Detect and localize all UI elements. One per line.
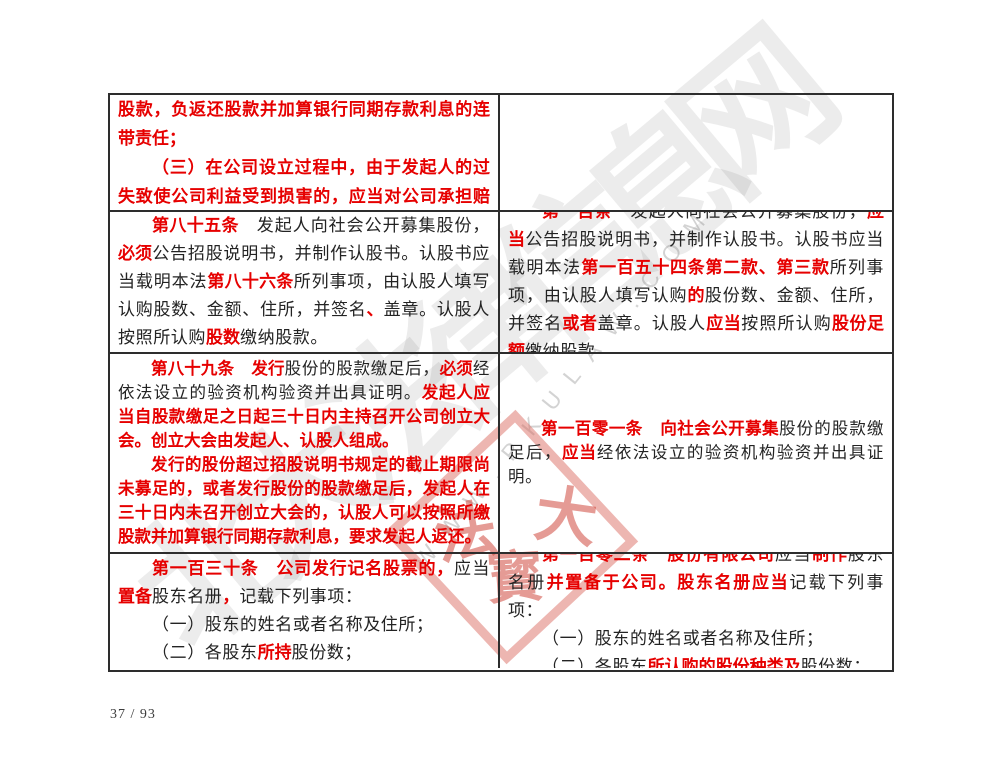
red-emphasis-text: 、 — [366, 300, 384, 319]
paragraph: 发行的股份超过招股说明书规定的截止期限尚未募足的，或者发行股份的股款缴足后，发起… — [118, 453, 490, 549]
cell-new-law-row1 — [500, 95, 892, 212]
body-text: 应当 — [454, 559, 490, 578]
red-emphasis-text: 第八十五条 — [152, 216, 239, 235]
red-emphasis-text: 第一百五十四条第二款、第三款 — [581, 258, 830, 277]
paragraph: 第八十五条 发起人向社会公开募集股份， 必须公告招股说明书，并制作认股书。认股书应… — [118, 212, 490, 352]
paragraph: 第一百三十条 公司发行记名股票的，应当置备股东名册，记载下列事项： — [118, 555, 490, 611]
red-emphasis-text: 第一百三十条 公司发行记名股票的， — [152, 559, 455, 578]
red-emphasis-text: 向社会公开募集 — [660, 420, 780, 438]
body-text: 股份的股款缴足后， — [508, 419, 885, 462]
red-emphasis-text: 第一百零一条 — [541, 420, 643, 438]
red-emphasis-text: 所认购的股份种类及 — [647, 657, 801, 668]
body-text: 股份数、金额、住所，并签名 — [508, 286, 885, 333]
red-emphasis-text: 股份足额 — [508, 314, 885, 354]
cell-new-law-row2: 第一百条 发起人向社会公开募集股份，应当公告招股说明书，并制作认股书。认股书应当… — [500, 212, 892, 354]
law-comparison-table: （二）公司不能成立时，对认股人已缴纳的股款，负返还股款并加算银行同期存款利息的连… — [108, 93, 894, 672]
red-emphasis-text: 发行 — [251, 360, 285, 378]
red-emphasis-text: 第八十九条 — [151, 360, 235, 378]
red-emphasis-text: 第八十六条 — [207, 272, 294, 291]
paragraph: 第八十九条 发行股份的股款缴足后，必须经依法设立的验资机构验资并出具证明。发起人… — [118, 357, 490, 453]
red-emphasis-text: 并置备于公司。股东名册应当 — [546, 573, 790, 592]
body-text: （一）股东的姓名或者名称及住所； — [542, 629, 824, 648]
body-text: 缴纳股款。 — [525, 342, 613, 354]
paragraph: 第一百条 发起人向社会公开募集股份，应当公告招股说明书，并制作认股书。认股书应当… — [508, 212, 885, 354]
body-text: 盖章。认股人按照所认购 — [118, 300, 491, 347]
red-emphasis-text: 置备 — [118, 587, 152, 606]
paragraph: （三）在公司设立过程中，由于发起人的过失致使公司利益受到损害的，应当对公司承担赔… — [118, 153, 490, 211]
paragraph: （二）公司不能成立时，对认股人已缴纳的股款，负返还股款并加算银行同期存款利息的连… — [118, 95, 490, 153]
red-emphasis-text: 发行的股份超过招股说明书规定的截止期限尚未募足的，或者发行股份的股款缴足后，发起… — [118, 456, 490, 546]
body-text: 公告招股说明书，并制作认股书。认股书应当载明本法 — [508, 230, 885, 277]
body-text — [234, 359, 251, 378]
body-text: 所列事项，由认股人填写认购 — [508, 258, 884, 305]
body-text: （二）各股东 — [152, 643, 258, 662]
red-emphasis-text: （二）公司不能成立时，对认股人已缴纳的股款，负返还股款并加算银行同期存款利息的连… — [118, 99, 490, 148]
paragraph: 第一百零二条 股份有限公司应当制作股东名册并置备于公司。股东名册应当记载下列事项… — [508, 554, 884, 625]
body-text: 发起人向社会公开募集股份， — [612, 212, 867, 221]
body-text: 所列事项，由认股人填写认购股数、金额、住所，并签名 — [118, 272, 491, 319]
paragraph: （一）股东的姓名或者名称及住所； — [508, 625, 884, 653]
red-emphasis-text: 第一百条 — [542, 212, 612, 221]
red-emphasis-text: ， — [222, 587, 240, 606]
red-emphasis-text: 所持 — [257, 643, 292, 662]
body-text: 股份数； — [800, 657, 872, 668]
red-emphasis-text: 必须 — [439, 360, 473, 378]
cell-old-law-row4: 第一百三十条 公司发行记名股票的，应当置备股东名册，记载下列事项： （一）股东的姓… — [110, 554, 500, 668]
body-text: 股份的股款缴足后， — [284, 359, 440, 378]
body-text: 记载下列事项： — [239, 587, 363, 606]
body-text: 股东名册 — [508, 554, 884, 592]
body-text: （一）股东的姓名或者名称及住所； — [152, 615, 434, 634]
body-text: （二）各股东 — [542, 657, 648, 668]
red-emphasis-text: 发起人应当自股款缴足之日起三十日内主持召开公司创立大会。创立大会由发起人、认股人… — [118, 384, 490, 450]
cell-old-law-row1: （二）公司不能成立时，对认股人已缴纳的股款，负返还股款并加算银行同期存款利息的连… — [110, 95, 500, 212]
paragraph: （二）各股东所持股份数； — [118, 639, 490, 667]
body-text: 经依法设立的验资机构验资并出具证明。 — [508, 443, 884, 486]
body-text: 缴纳股款。 — [240, 328, 328, 347]
red-emphasis-text: 应当 — [706, 314, 742, 333]
body-text: 股东名册 — [152, 587, 223, 606]
red-emphasis-text: 或者 — [562, 314, 598, 333]
red-emphasis-text: 第一百零二条 股份有限公司 — [542, 554, 775, 564]
cell-new-law-row4: 第一百零二条 股份有限公司应当制作股东名册并置备于公司。股东名册应当记载下列事项… — [500, 554, 892, 668]
red-emphasis-text: 的 — [687, 286, 705, 305]
body-text: 记载下列事项： — [508, 573, 885, 620]
red-emphasis-text: 应当 — [562, 444, 597, 462]
red-emphasis-text: 必须 — [118, 244, 153, 263]
paragraph: 第一百零一条 向社会公开募集股份的股款缴足后，应当经依法设立的验资机构验资并出具… — [508, 417, 884, 489]
body-text: 盖章。认股人 — [597, 314, 707, 333]
red-emphasis-text: 制作 — [812, 554, 848, 564]
body-text: 股份数； — [291, 643, 363, 662]
body-text: 公告招股说明书，并制作认股书。认股书应当载明本法 — [118, 244, 490, 291]
red-emphasis-text: 股数 — [206, 328, 240, 347]
body-text: 按照所认购 — [741, 314, 832, 333]
paragraph: （一）股东的姓名或者名称及住所； — [118, 611, 490, 639]
cell-old-law-row3: 第八十九条 发行股份的股款缴足后，必须经依法设立的验资机构验资并出具证明。发起人… — [110, 354, 500, 554]
body-text: 经依法设立的验资机构验资并出具证明。 — [118, 359, 490, 402]
body-text: 发起人向社会公开募集股份， — [238, 216, 491, 235]
red-emphasis-text: 应当 — [508, 212, 884, 249]
red-emphasis-text: （三）在公司设立过程中，由于发起人的过失致使公司利益受到损害的，应当对公司承担赔… — [118, 157, 490, 206]
paragraph: （二）各股东所认购的股份种类及股份数； — [508, 653, 884, 668]
body-text: 应当 — [774, 554, 813, 564]
cell-old-law-row2: 第八十五条 发起人向社会公开募集股份， 必须公告招股说明书，并制作认股书。认股书应… — [110, 212, 500, 354]
body-text — [643, 419, 661, 438]
footer-page-number: 37 / 93 — [110, 707, 156, 722]
cell-new-law-row3: 第一百零一条 向社会公开募集股份的股款缴足后，应当经依法设立的验资机构验资并出具… — [500, 354, 892, 554]
